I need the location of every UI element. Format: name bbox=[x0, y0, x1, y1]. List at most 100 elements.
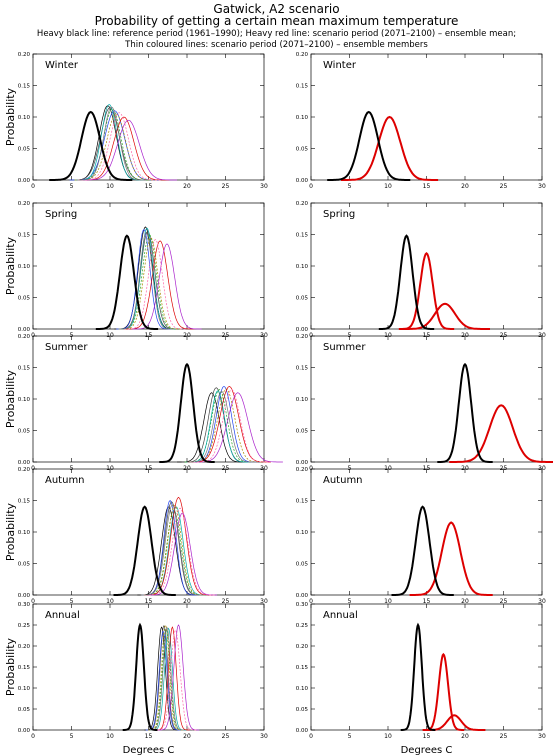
ensemble-member-line bbox=[187, 390, 257, 463]
reference-period-line bbox=[378, 234, 435, 330]
x-tick-label: 30 bbox=[538, 598, 546, 605]
x-tick-label: 10 bbox=[106, 183, 114, 190]
y-tick-label: 0.00 bbox=[296, 593, 309, 599]
x-tick-label: 15 bbox=[145, 332, 153, 339]
panel-winter-ensemble-members: Winter 0.00 0.05 0.10 0.15 0.20 0 5 10 15 20 25 30 Pr… bbox=[4, 52, 268, 190]
y-tick-label: 0.20 bbox=[296, 52, 309, 58]
y-tick-label: 0.15 bbox=[18, 366, 31, 372]
panel-label: Annual bbox=[45, 610, 80, 621]
y-tick-label: 0.00 bbox=[296, 178, 309, 184]
x-tick-label: 0 bbox=[309, 598, 313, 605]
ensemble-member-line bbox=[80, 119, 177, 181]
y-tick-label: 0.20 bbox=[18, 201, 31, 207]
y-tick-label: 0.00 bbox=[18, 460, 31, 466]
y-tick-label: 0.25 bbox=[296, 623, 309, 629]
y-axis-label: Probability bbox=[4, 369, 17, 428]
legend-line-1: Heavy black line: reference period (1961… bbox=[36, 29, 517, 39]
x-tick-label: 0 bbox=[309, 733, 313, 740]
plot-frame bbox=[32, 53, 265, 181]
y-tick-label: 0.15 bbox=[296, 84, 309, 90]
ensemble-member-line bbox=[155, 626, 190, 731]
ensemble-mean-line bbox=[341, 115, 439, 181]
x-tick-label: 10 bbox=[384, 183, 392, 190]
x-tick-label: 15 bbox=[423, 598, 431, 605]
x-tick-label: 20 bbox=[461, 598, 469, 605]
ensemble-member-line bbox=[188, 388, 265, 463]
ensemble-member-line bbox=[116, 228, 172, 330]
y-tick-label: 0.05 bbox=[18, 296, 31, 302]
panel-label: Autumn bbox=[323, 475, 363, 486]
x-tick-label: 10 bbox=[384, 733, 392, 740]
panel-annual-ensemble-mean: Annual 0.00 0.05 0.10 0.15 0.20 0.25 0.30 0 5 10 15… bbox=[296, 602, 546, 755]
ensemble-member-line bbox=[157, 624, 200, 731]
ensemble-member-line bbox=[119, 237, 182, 330]
y-tick-label: 0.00 bbox=[296, 728, 309, 734]
x-tick-label: 30 bbox=[538, 465, 546, 472]
ensemble-member-line bbox=[124, 239, 187, 330]
ensemble-member-line bbox=[144, 626, 179, 731]
x-tick-label: 20 bbox=[183, 733, 191, 740]
plot-frame bbox=[310, 468, 543, 596]
y-tick-label: 0.20 bbox=[18, 334, 31, 340]
y-tick-label: 0.20 bbox=[296, 467, 309, 473]
ensemble-member-line bbox=[193, 389, 270, 463]
y-tick-label: 0.20 bbox=[18, 644, 31, 650]
x-tick-label: 5 bbox=[70, 733, 74, 740]
x-tick-label: 15 bbox=[145, 465, 153, 472]
x-tick-label: 15 bbox=[145, 598, 153, 605]
y-tick-label: 0.30 bbox=[18, 602, 31, 608]
x-tick-label: 25 bbox=[500, 733, 508, 740]
ensemble-member-line bbox=[77, 112, 161, 181]
x-tick-label: 25 bbox=[500, 598, 508, 605]
x-tick-label: 5 bbox=[70, 183, 74, 190]
panel-label: Annual bbox=[323, 610, 358, 621]
y-tick-label: 0.15 bbox=[296, 366, 309, 372]
x-tick-label: 0 bbox=[31, 733, 35, 740]
ensemble-member-line bbox=[147, 512, 217, 596]
x-tick-label: 10 bbox=[106, 733, 114, 740]
x-tick-label: 0 bbox=[31, 332, 35, 339]
ensemble-member-line bbox=[143, 496, 214, 596]
reference-period-line bbox=[49, 110, 133, 181]
x-tick-label: 15 bbox=[423, 465, 431, 472]
y-tick-label: 0.15 bbox=[18, 233, 31, 239]
y-axis-label: Probability bbox=[4, 637, 17, 696]
y-tick-label: 0.15 bbox=[18, 665, 31, 671]
y-tick-label: 0.15 bbox=[18, 499, 31, 505]
x-tick-label: 20 bbox=[183, 465, 191, 472]
reference-period-line bbox=[391, 505, 454, 596]
y-tick-label: 0.05 bbox=[18, 707, 31, 713]
y-tick-label: 0.05 bbox=[296, 147, 309, 153]
y-tick-label: 0.15 bbox=[296, 233, 309, 239]
x-tick-label: 5 bbox=[70, 598, 74, 605]
panel-label: Winter bbox=[323, 60, 357, 71]
y-tick-label: 0.00 bbox=[18, 728, 31, 734]
x-tick-label: 25 bbox=[222, 183, 230, 190]
x-tick-label: 5 bbox=[70, 465, 74, 472]
y-tick-label: 0.20 bbox=[18, 467, 31, 473]
reference-period-line bbox=[122, 622, 158, 731]
y-tick-label: 0.00 bbox=[296, 327, 309, 333]
x-tick-label: 25 bbox=[222, 598, 230, 605]
x-tick-label: 30 bbox=[260, 733, 268, 740]
x-tick-label: 30 bbox=[538, 183, 546, 190]
x-tick-label: 30 bbox=[260, 332, 268, 339]
reference-period-line bbox=[327, 110, 411, 181]
x-tick-label: 20 bbox=[461, 465, 469, 472]
x-tick-label: 5 bbox=[348, 598, 352, 605]
ensemble-member-line bbox=[149, 626, 185, 731]
y-tick-label: 0.15 bbox=[18, 84, 31, 90]
x-tick-label: 30 bbox=[260, 465, 268, 472]
x-tick-label: 20 bbox=[461, 183, 469, 190]
x-tick-label: 0 bbox=[309, 183, 313, 190]
y-tick-label: 0.25 bbox=[18, 623, 31, 629]
ensemble-member-line bbox=[118, 232, 174, 330]
y-tick-label: 0.10 bbox=[18, 686, 31, 692]
plot-frame bbox=[310, 335, 543, 463]
x-tick-label: 30 bbox=[260, 598, 268, 605]
x-tick-label: 0 bbox=[309, 332, 313, 339]
